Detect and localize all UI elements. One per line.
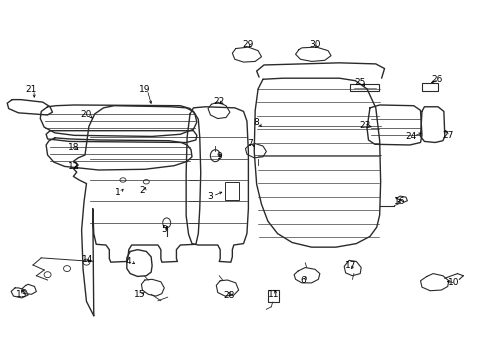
Text: 18: 18 <box>67 143 79 152</box>
Text: 15: 15 <box>134 290 145 299</box>
Text: 14: 14 <box>82 255 93 264</box>
Text: 13: 13 <box>16 290 27 299</box>
Text: 3: 3 <box>207 192 213 201</box>
Text: 26: 26 <box>430 75 441 84</box>
Text: 7: 7 <box>247 139 253 148</box>
Text: 12: 12 <box>67 162 79 171</box>
Text: 5: 5 <box>161 225 167 234</box>
Text: 22: 22 <box>213 97 224 106</box>
Text: 1: 1 <box>115 188 121 197</box>
Text: 10: 10 <box>447 278 458 287</box>
Text: 30: 30 <box>308 40 320 49</box>
Text: 11: 11 <box>267 290 279 299</box>
Text: 23: 23 <box>359 121 370 130</box>
Text: 16: 16 <box>393 197 405 206</box>
Text: 29: 29 <box>242 40 254 49</box>
Text: 25: 25 <box>354 78 365 87</box>
Text: 20: 20 <box>81 111 92 120</box>
Text: 27: 27 <box>441 131 452 140</box>
Text: 4: 4 <box>126 257 131 266</box>
Text: 2: 2 <box>139 186 145 195</box>
Text: 28: 28 <box>223 291 234 300</box>
Text: 19: 19 <box>139 85 150 94</box>
Text: 21: 21 <box>26 85 37 94</box>
Text: 24: 24 <box>405 132 416 141</box>
Text: 8: 8 <box>253 118 259 127</box>
Text: 6: 6 <box>299 275 305 284</box>
Text: 17: 17 <box>344 261 356 270</box>
Text: 9: 9 <box>216 152 222 161</box>
